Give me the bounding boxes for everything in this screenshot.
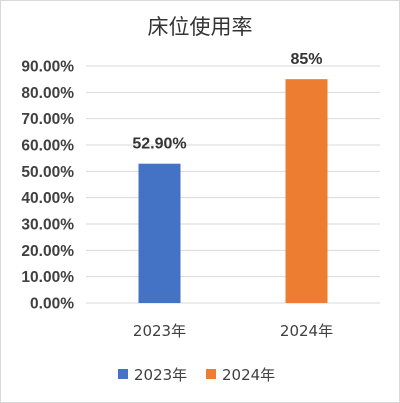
x-axis-categories: 2023年 2024年 xyxy=(133,322,333,340)
y-tick-label: 50.00% xyxy=(21,164,74,181)
x-category-label: 2023年 xyxy=(133,322,186,340)
y-tick-label: 30.00% xyxy=(21,217,74,234)
y-tick-label: 80.00% xyxy=(21,85,74,102)
y-tick-label: 10.00% xyxy=(21,269,74,286)
y-tick-label: 20.00% xyxy=(21,243,74,260)
x-category-label: 2024年 xyxy=(280,322,333,340)
data-label: 85% xyxy=(290,51,322,68)
legend-swatch xyxy=(118,369,128,379)
y-tick-label: 40.00% xyxy=(21,190,74,207)
y-tick-label: 60.00% xyxy=(21,138,74,155)
gridlines xyxy=(86,65,380,304)
y-tick-label: 90.00% xyxy=(21,59,74,76)
bar xyxy=(138,163,181,303)
legend-label: 2024年 xyxy=(222,366,275,384)
y-axis-ticks: 0.00% 10.00% 20.00% 30.00% 40.00% 50.00% 60.00… xyxy=(21,59,74,313)
y-tick-label: 0.00% xyxy=(30,296,74,313)
bar xyxy=(285,79,328,304)
data-label: 52.90% xyxy=(132,136,186,153)
bars xyxy=(138,79,328,304)
y-tick-label: 70.00% xyxy=(21,111,74,128)
legend-swatch xyxy=(206,369,216,379)
legend: 2023年 2024年 xyxy=(118,366,275,384)
legend-label: 2023年 xyxy=(134,366,187,384)
chart-title: 床位使用率 xyxy=(148,15,253,39)
data-labels: 52.90% 85% xyxy=(132,51,322,153)
